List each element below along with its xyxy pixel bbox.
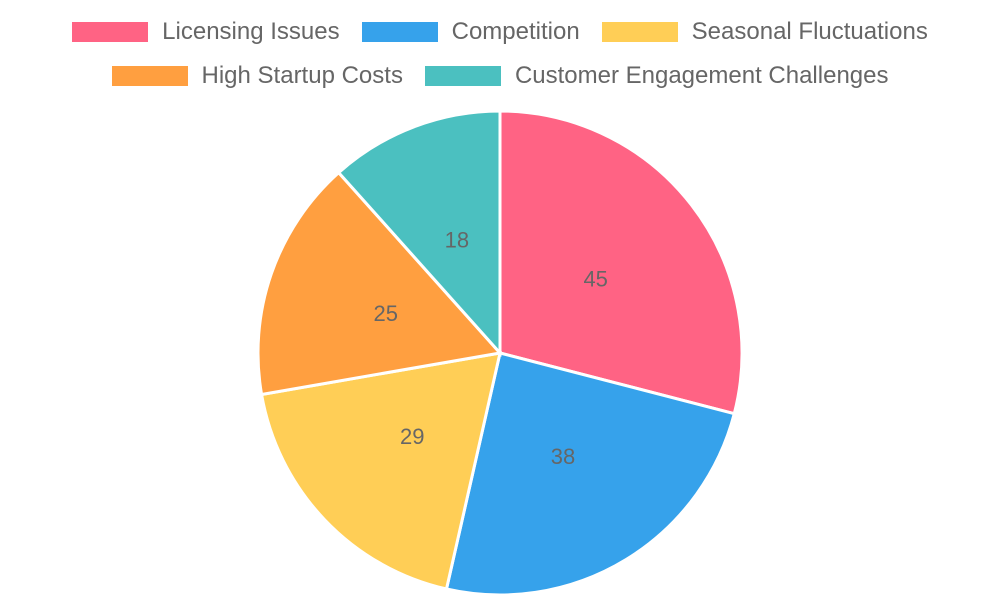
legend-swatch [601,22,678,42]
pie-slice-licensing-issues[interactable] [498,109,744,416]
legend-label: Seasonal Fluctuations [691,18,928,45]
slice-value-label-customer-engagement-challenges: 18 [445,227,469,252]
slice-value-label-seasonal-fluctuations: 29 [400,424,424,449]
legend-label: Customer Engagement Challenges [514,62,889,89]
pie-slice-competition[interactable] [444,351,737,597]
chart-legend: Licensing Issues Competition Seasonal Fl… [0,14,1000,102]
pie-slice-seasonal-fluctuations[interactable] [259,351,502,591]
legend-swatch [424,66,501,86]
legend-row-2: High Startup Costs Customer Engagement C… [0,58,1000,94]
legend-row-1: Licensing Issues Competition Seasonal Fl… [0,14,1000,50]
legend-label: Competition [451,18,580,45]
legend-swatch [111,66,188,86]
legend-item-competition[interactable]: Competition [361,18,580,46]
legend-item-customer-engagement-challenges[interactable]: Customer Engagement Challenges [424,62,889,90]
legend-swatch [361,22,438,42]
legend-label: High Startup Costs [201,62,403,89]
slice-value-label-high-startup-costs: 25 [373,301,397,326]
legend-label: Licensing Issues [162,18,340,45]
slice-value-label-licensing-issues: 45 [583,266,607,291]
pie-slice-high-startup-costs[interactable] [256,170,503,397]
legend-item-high-startup-costs[interactable]: High Startup Costs [111,62,403,90]
legend-swatch [72,22,149,42]
slice-value-label-competition: 38 [551,444,575,469]
pie-slice-customer-engagement-challenges[interactable] [336,109,502,357]
legend-item-seasonal-fluctuations[interactable]: Seasonal Fluctuations [601,18,928,46]
legend-item-licensing-issues[interactable]: Licensing Issues [72,18,340,46]
